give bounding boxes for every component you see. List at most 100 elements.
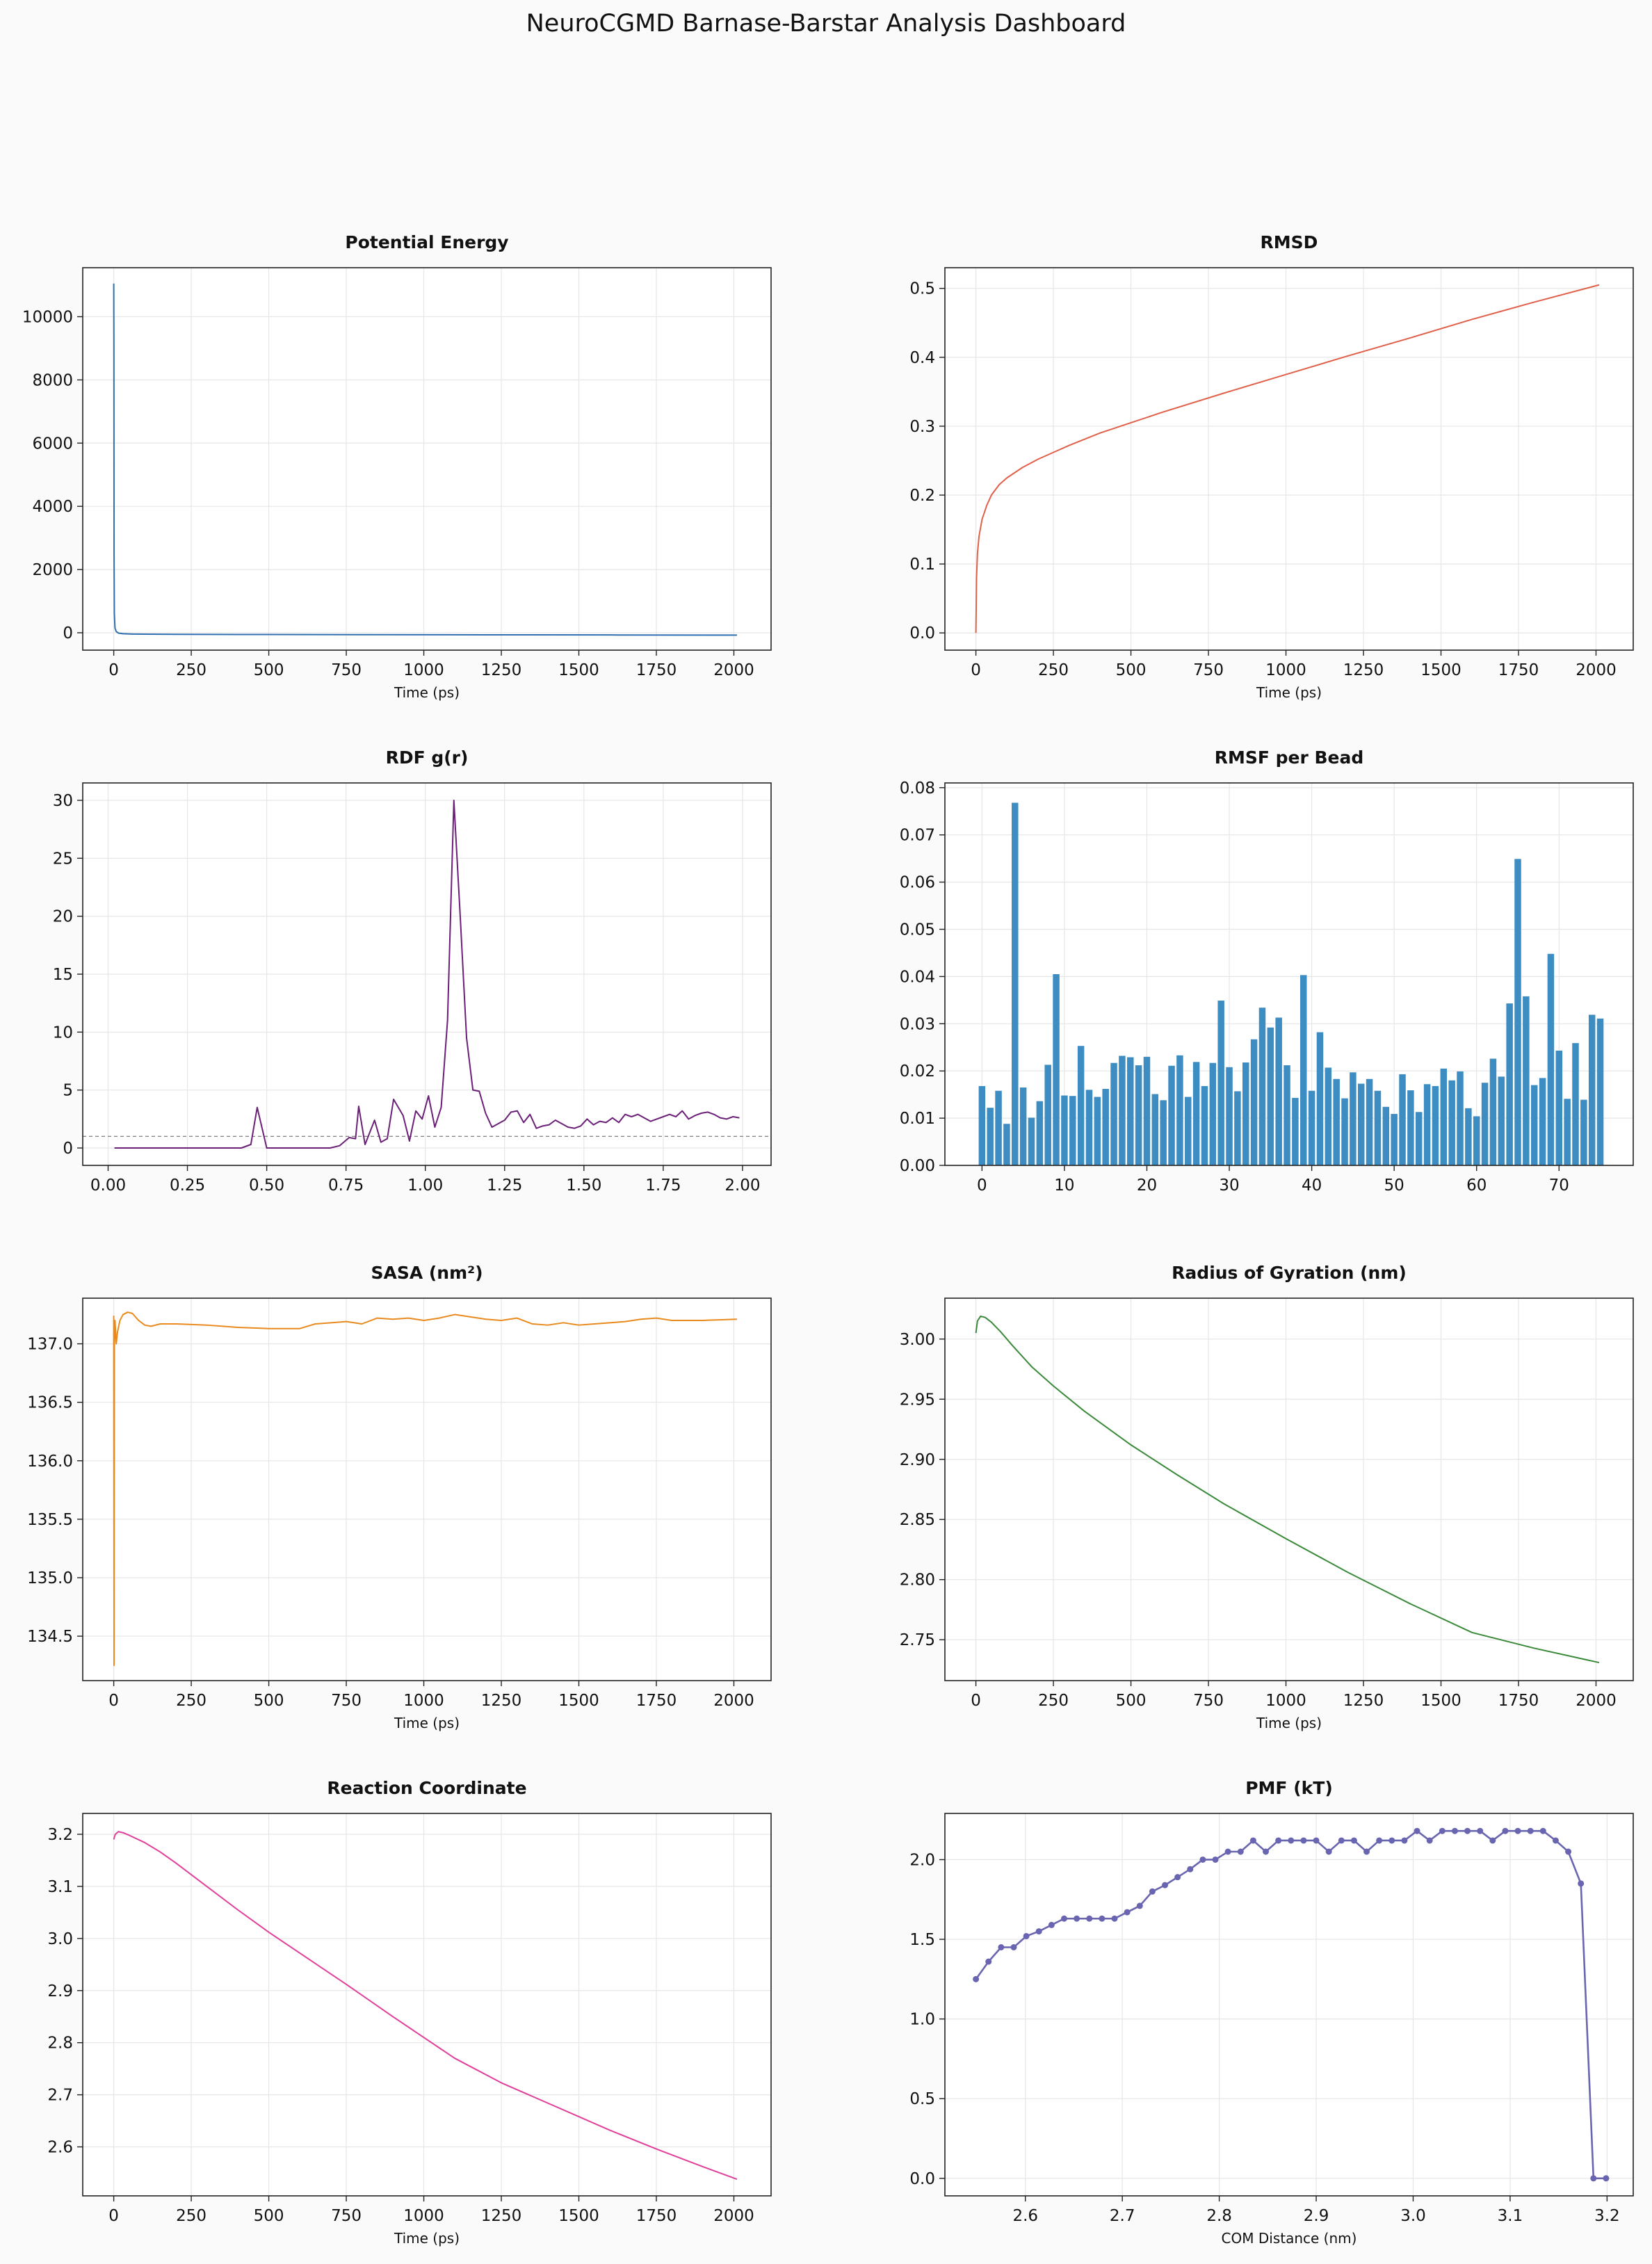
chart-rmsd: 0 250 500 750 1000 1250 1500 1750 2000 0.0 0.1 0.2 0… xyxy=(909,232,1634,701)
bar xyxy=(1374,1090,1382,1165)
plot-area xyxy=(945,268,1633,650)
y-tick-label: 0.03 xyxy=(900,1015,935,1033)
bar xyxy=(1160,1100,1167,1165)
x-tick-label: 0.75 xyxy=(328,1177,364,1195)
x-tick-label: 500 xyxy=(254,2207,284,2225)
y-tick-label: 0 xyxy=(63,1140,73,1158)
plot-frame xyxy=(82,1297,772,1681)
bar xyxy=(1044,1065,1051,1165)
x-tick-label: 500 xyxy=(1116,661,1147,679)
y-tick-label: 0.04 xyxy=(900,968,935,986)
x-tick-label: 1250 xyxy=(481,2207,522,2225)
bar xyxy=(1275,1017,1282,1165)
y-tick-label: 10000 xyxy=(22,308,73,326)
bar xyxy=(1053,974,1060,1165)
data-point xyxy=(1237,1848,1244,1855)
x-tick-label: 1.25 xyxy=(487,1177,522,1195)
x-tick-label: 0.00 xyxy=(90,1177,126,1195)
bar xyxy=(1283,1065,1290,1165)
bar xyxy=(1242,1062,1249,1165)
x-tick-label: 1.00 xyxy=(407,1177,443,1195)
x-tick-label: 1500 xyxy=(558,1692,599,1710)
data-point xyxy=(1149,1888,1156,1895)
chart-title: RMSF per Bead xyxy=(1215,747,1364,768)
x-tick-label: 1000 xyxy=(403,2207,444,2225)
data-point xyxy=(1401,1837,1408,1844)
bar xyxy=(1209,1062,1217,1165)
bar xyxy=(1012,802,1019,1165)
series-line xyxy=(113,283,737,636)
x-tick-label: 3.2 xyxy=(1594,2207,1620,2225)
series-line xyxy=(975,284,1600,633)
bar xyxy=(1102,1089,1109,1165)
plot-area xyxy=(83,268,771,650)
chart-radius-of-gyration: 0 250 500 750 1000 1250 1500 1750 2000 2.75 2.80 2.… xyxy=(900,1263,1634,1731)
bar xyxy=(1440,1068,1448,1165)
bar xyxy=(1333,1078,1340,1165)
chart-title: PMF (kT) xyxy=(1245,1778,1333,1798)
y-tick-label: 2.0 xyxy=(909,1851,935,1869)
data-point xyxy=(1199,1856,1206,1863)
data-point xyxy=(1350,1837,1357,1844)
x-tick-label: 250 xyxy=(176,661,206,679)
x-tick-label: 500 xyxy=(254,661,284,679)
data-point xyxy=(1539,1827,1546,1834)
data-point xyxy=(1023,1932,1030,1939)
x-tick-label: 1000 xyxy=(403,1692,444,1710)
y-tick-label: 0.3 xyxy=(909,418,935,436)
bar xyxy=(1028,1117,1035,1165)
y-tick-label: 0.0 xyxy=(909,624,935,642)
data-point xyxy=(1136,1902,1143,1909)
plot-frame xyxy=(944,1813,1634,2197)
plot-frame xyxy=(944,782,1634,1166)
bar xyxy=(1192,1062,1200,1165)
bar xyxy=(1457,1071,1464,1165)
bar xyxy=(1119,1056,1126,1165)
data-point xyxy=(1426,1837,1433,1844)
x-tick-label: 0.25 xyxy=(170,1177,205,1195)
x-tick-label: 1500 xyxy=(1420,1692,1461,1710)
data-point xyxy=(1086,1915,1093,1922)
series-line xyxy=(975,1315,1600,1664)
x-tick-label: 250 xyxy=(1038,661,1069,679)
y-tick-label: 0.4 xyxy=(909,349,935,367)
data-point xyxy=(998,1944,1005,1950)
bar xyxy=(1423,1084,1431,1165)
plot-frame xyxy=(944,1297,1634,1681)
bar xyxy=(1135,1065,1142,1165)
y-tick-label: 0.1 xyxy=(909,556,935,574)
x-tick-label: 50 xyxy=(1384,1177,1404,1195)
chart-reaction-coordinate: 0 250 500 750 1000 1250 1500 1750 2000 2.6 2.7 2.8 2… xyxy=(47,1778,772,2247)
x-tick-label: 30 xyxy=(1219,1177,1239,1195)
chart-potential-energy: 0 250 500 750 1000 1250 1500 1750 2000 0 2000 4000 6… xyxy=(22,232,772,701)
data-point xyxy=(1578,1880,1585,1887)
bar xyxy=(1201,1085,1208,1165)
bar xyxy=(1003,1124,1010,1165)
y-tick-label: 25 xyxy=(53,850,73,868)
bar xyxy=(1572,1043,1579,1165)
data-point xyxy=(1187,1866,1194,1873)
y-tick-label: 2.75 xyxy=(900,1631,935,1649)
bar xyxy=(1489,1058,1497,1165)
y-tick-label: 2000 xyxy=(32,561,73,579)
bar xyxy=(1077,1046,1085,1165)
data-point xyxy=(1388,1837,1395,1844)
data-point xyxy=(1514,1827,1521,1834)
data-point xyxy=(973,1975,980,1982)
data-point xyxy=(1074,1915,1080,1922)
y-tick-label: 0.02 xyxy=(900,1062,935,1081)
chart-title: Radius of Gyration (nm) xyxy=(1172,1263,1407,1283)
data-point xyxy=(1010,1944,1017,1950)
y-tick-label: 4000 xyxy=(32,498,73,516)
x-tick-label: 1000 xyxy=(403,661,444,679)
plot-frame xyxy=(82,1813,772,2197)
bar xyxy=(978,1085,986,1165)
bar xyxy=(1151,1094,1159,1165)
x-axis-label: Time (ps) xyxy=(394,684,460,701)
x-tick-label: 750 xyxy=(331,661,362,679)
x-tick-label: 750 xyxy=(1193,1692,1224,1710)
data-point xyxy=(1249,1837,1256,1844)
y-tick-label: 0.2 xyxy=(909,487,935,505)
bar xyxy=(1415,1112,1423,1165)
x-tick-label: 1250 xyxy=(481,661,522,679)
